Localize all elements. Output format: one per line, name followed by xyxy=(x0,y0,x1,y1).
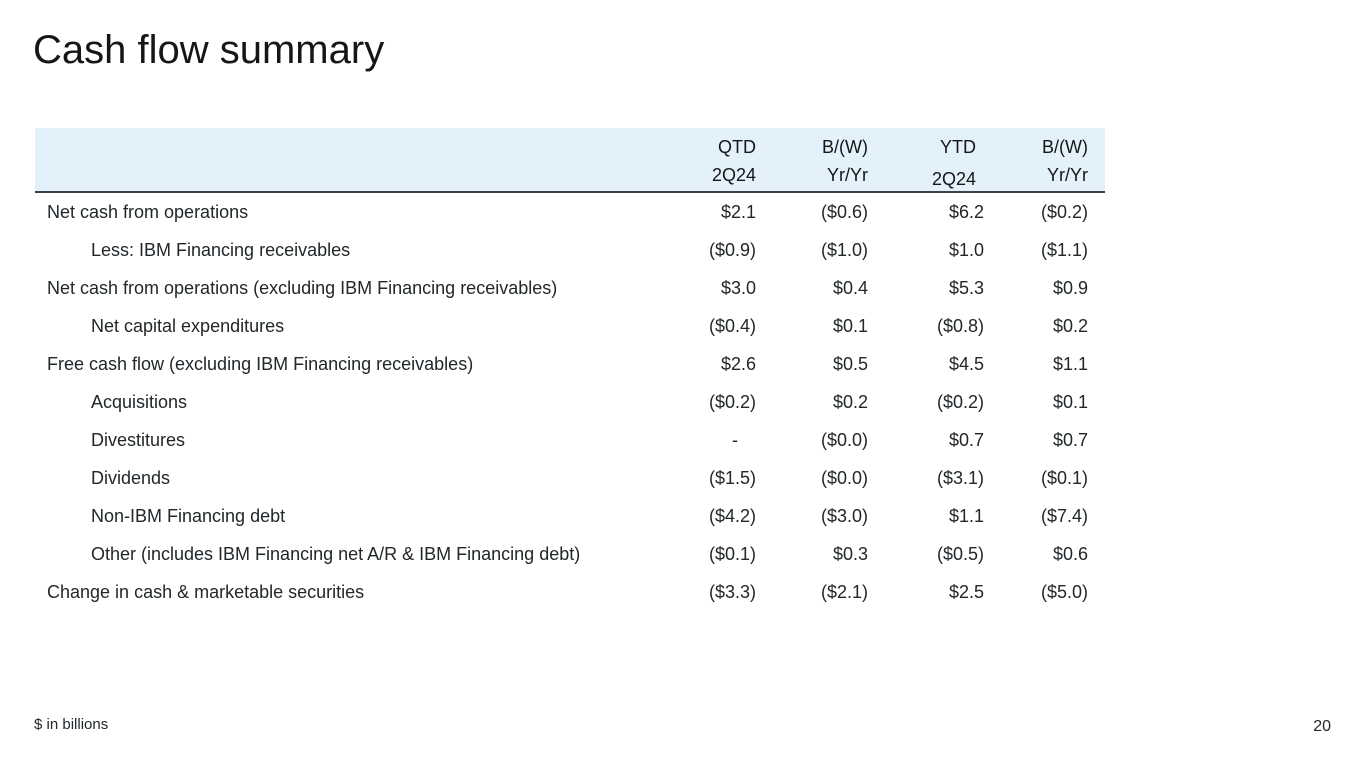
row-label: Non-IBM Financing debt xyxy=(91,505,286,526)
column-header-line: 2Q24 xyxy=(931,169,976,189)
row-value: ($1.0) xyxy=(820,239,868,260)
row-value: ($0.6) xyxy=(820,201,868,222)
row-label: Net cash from operations (excluding IBM … xyxy=(47,277,558,298)
row-value: $0.9 xyxy=(1052,277,1088,298)
row-value: $0.4 xyxy=(832,277,868,298)
row-value: $2.6 xyxy=(720,353,756,374)
row-value: ($7.4) xyxy=(1040,505,1088,526)
table-header-row: QTD 2Q24 B/(W) Yr/Yr YTD 2Q24 B/(W) Yr/Y… xyxy=(35,128,1105,193)
row-value: $0.3 xyxy=(832,543,868,564)
row-value: ($0.4) xyxy=(708,315,756,336)
row-label: Net cash from operations xyxy=(47,201,249,222)
row-value: ($0.5) xyxy=(936,543,984,564)
table-row: Dividends ($1.5) ($0.0) ($3.1) ($0.1) xyxy=(35,459,1105,497)
column-header-line: QTD xyxy=(718,137,756,157)
column-header-line: B/(W) xyxy=(1042,137,1088,157)
row-label: Free cash flow (excluding IBM Financing … xyxy=(47,353,474,374)
row-value: $0.1 xyxy=(1052,391,1088,412)
row-value: ($3.3) xyxy=(708,581,756,602)
column-header-line: Yr/Yr xyxy=(1046,165,1088,185)
units-footnote: $ in billions xyxy=(34,716,109,733)
table-row: Non-IBM Financing debt ($4.2) ($3.0) $1.1 ($… xyxy=(35,497,1105,535)
row-value: $4.5 xyxy=(948,353,984,374)
row-value: $2.1 xyxy=(720,201,756,222)
table-body: Net cash from operations $2.1 ($0.6) $6.2 ($… xyxy=(35,193,1105,611)
row-value: ($3.1) xyxy=(936,467,984,488)
row-value: - xyxy=(732,429,756,450)
table-row: Net cash from operations $2.1 ($0.6) $6.2 ($… xyxy=(35,193,1105,231)
table-row: Other (includes IBM Financing net A/R & … xyxy=(35,535,1105,573)
cash-flow-table: QTD 2Q24 B/(W) Yr/Yr YTD 2Q24 B/(W) Yr/Y… xyxy=(35,128,1105,611)
row-value: ($0.0) xyxy=(820,429,868,450)
row-value: ($0.1) xyxy=(1040,467,1088,488)
row-value: $0.7 xyxy=(1052,429,1088,450)
row-value: ($2.1) xyxy=(820,581,868,602)
table-row: Net cash from operations (excluding IBM … xyxy=(35,269,1105,307)
row-value: $0.7 xyxy=(948,429,984,450)
row-label: Net capital expenditures xyxy=(91,315,285,336)
column-header-qtd: QTD 2Q24 xyxy=(644,128,756,191)
page-number: 20 xyxy=(1313,718,1331,735)
row-label: Change in cash & marketable securities xyxy=(47,581,365,602)
row-value: ($1.5) xyxy=(708,467,756,488)
row-value: $3.0 xyxy=(720,277,756,298)
row-value: $0.6 xyxy=(1052,543,1088,564)
column-header-ytd-bw: B/(W) Yr/Yr xyxy=(984,128,1088,191)
row-value: $6.2 xyxy=(948,201,984,222)
row-value: $1.0 xyxy=(948,239,984,260)
table-row: Change in cash & marketable securities ($… xyxy=(35,573,1105,611)
row-value: $2.5 xyxy=(948,581,984,602)
row-value: ($3.0) xyxy=(820,505,868,526)
row-label: Less: IBM Financing receivables xyxy=(91,239,351,260)
row-label: Dividends xyxy=(91,467,171,488)
row-value: $0.5 xyxy=(832,353,868,374)
row-value: $5.3 xyxy=(948,277,984,298)
row-value: ($0.2) xyxy=(936,391,984,412)
row-value: $0.2 xyxy=(1052,315,1088,336)
row-value: ($0.9) xyxy=(708,239,756,260)
column-header-line: Yr/Yr xyxy=(826,165,868,185)
column-header-line: 2Q24 xyxy=(711,165,756,185)
row-value: ($4.2) xyxy=(708,505,756,526)
column-header-ytd: YTD 2Q24 xyxy=(860,128,976,191)
row-value: ($0.2) xyxy=(708,391,756,412)
table-row: Divestitures - ($0.0) $0.7 $0.7 xyxy=(35,421,1105,459)
header-spacer xyxy=(35,128,644,191)
column-header-line: B/(W) xyxy=(822,137,868,157)
row-value: ($0.1) xyxy=(708,543,756,564)
column-header-line: YTD xyxy=(940,137,976,157)
row-value: $1.1 xyxy=(948,505,984,526)
row-label: Other (includes IBM Financing net A/R & … xyxy=(91,543,581,564)
table-row: Net capital expenditures ($0.4) $0.1 ($0.8)… xyxy=(35,307,1105,345)
table-row: Acquisitions ($0.2) $0.2 ($0.2) $0.1 xyxy=(35,383,1105,421)
row-value: ($1.1) xyxy=(1040,239,1088,260)
row-label: Acquisitions xyxy=(91,391,188,412)
page-title: Cash flow summary xyxy=(33,28,385,72)
row-value: ($5.0) xyxy=(1040,581,1088,602)
row-value: ($0.2) xyxy=(1040,201,1088,222)
row-value: $0.2 xyxy=(832,391,868,412)
row-label: Divestitures xyxy=(91,429,186,450)
row-value: $0.1 xyxy=(832,315,868,336)
table-row: Free cash flow (excluding IBM Financing … xyxy=(35,345,1105,383)
table-row: Less: IBM Financing receivables ($0.9) ($1… xyxy=(35,231,1105,269)
row-value: $1.1 xyxy=(1052,353,1088,374)
row-value: ($0.8) xyxy=(936,315,984,336)
row-value: ($0.0) xyxy=(820,467,868,488)
column-header-qtd-bw: B/(W) Yr/Yr xyxy=(756,128,868,191)
